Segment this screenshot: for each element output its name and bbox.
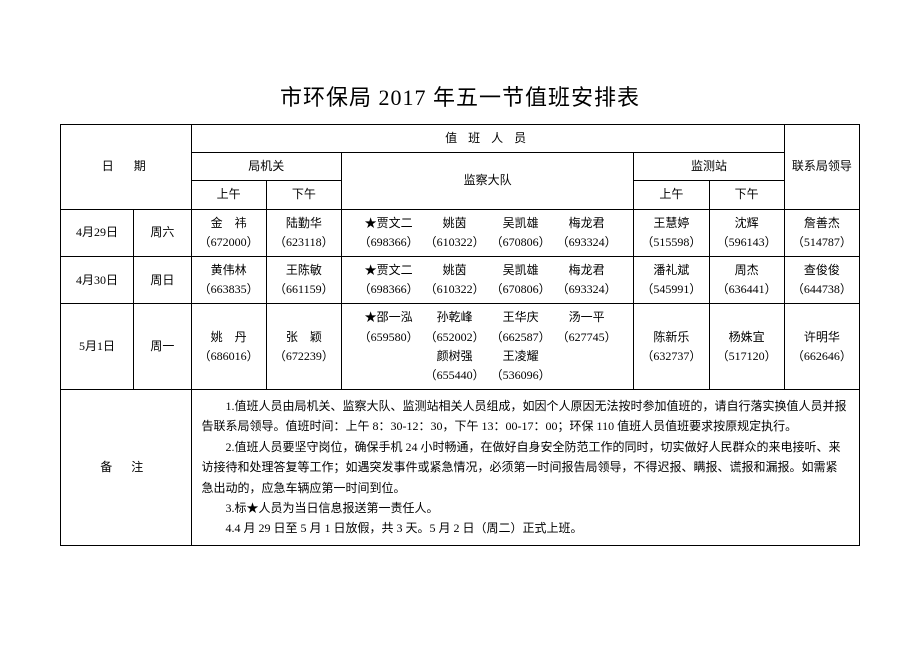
header-bureau-pm: 下午 [266, 181, 341, 209]
squad-person: ★贾文二（698366） [359, 214, 419, 252]
bureau-pm-cell: 张 颖（672239） [266, 304, 341, 390]
page-title: 市环保局 2017 年五一节值班安排表 [60, 80, 860, 112]
squad-person: 孙乾峰（652002） [425, 308, 485, 346]
note-line: 4.4 月 29 日至 5 月 1 日放假，共 3 天。5 月 2 日（周二）正… [202, 518, 849, 538]
station-am-cell: 潘礼斌（545991） [634, 256, 709, 303]
squad-cell: ★贾文二（698366）姚茵（610322）吴凯雄（670806）梅龙君（693… [341, 209, 633, 256]
header-station-am: 上午 [634, 181, 709, 209]
weekday-cell: 周六 [134, 209, 191, 256]
table-body: 4月29日周六金 祎（672000）陆勤华（623118）★贾文二（698366… [61, 209, 860, 390]
station-pm-cell: 沈辉（596143） [709, 209, 784, 256]
station-pm-cell: 周杰（636441） [709, 256, 784, 303]
note-line: 2.值班人员要坚守岗位，确保手机 24 小时畅通，在做好自身安全防范工作的同时，… [202, 437, 849, 498]
bureau-pm-cell: 陆勤华（623118） [266, 209, 341, 256]
squad-person: 吴凯雄（670806） [491, 261, 551, 299]
squad-person: 王华庆（662587） [491, 308, 551, 346]
header-leader: 联系局领导 [784, 125, 859, 210]
header-bureau: 局机关 [191, 153, 341, 181]
date-cell: 5月1日 [61, 304, 134, 390]
date-cell: 4月30日 [61, 256, 134, 303]
table-row: 4月29日周六金 祎（672000）陆勤华（623118）★贾文二（698366… [61, 209, 860, 256]
header-station-pm: 下午 [709, 181, 784, 209]
header-squad: 监察大队 [341, 153, 633, 209]
leader-cell: 詹善杰（514787） [784, 209, 859, 256]
schedule-table: 日 期 值 班 人 员 联系局领导 局机关 监察大队 监测站 上午 下午 上午 … [60, 124, 860, 546]
squad-person: 姚茵（610322） [425, 261, 485, 299]
bureau-am-cell: 姚 丹（686016） [191, 304, 266, 390]
header-date: 日 期 [61, 125, 192, 210]
station-pm-cell: 杨姝宜（517120） [709, 304, 784, 390]
notes-content: 1.值班人员由局机关、监察大队、监测站相关人员组成，如因个人原因无法按时参加值班… [191, 390, 859, 546]
date-cell: 4月29日 [61, 209, 134, 256]
header-bureau-am: 上午 [191, 181, 266, 209]
squad-person: 颜树强（655440） [425, 347, 485, 385]
bureau-pm-cell: 王陈敏（661159） [266, 256, 341, 303]
bureau-am-cell: 金 祎（672000） [191, 209, 266, 256]
squad-cell: ★贾文二（698366）姚茵（610322）吴凯雄（670806）梅龙君（693… [341, 256, 633, 303]
squad-person: 梅龙君（693324） [557, 261, 617, 299]
squad-cell: ★邵一泓（659580）孙乾峰（652002）王华庆（662587）汤一平（62… [341, 304, 633, 390]
squad-person: ★邵一泓（659580） [359, 308, 419, 346]
table-row: 5月1日周一姚 丹（686016）张 颖（672239）★邵一泓（659580）… [61, 304, 860, 390]
leader-cell: 许明华（662646） [784, 304, 859, 390]
squad-person: 姚茵（610322） [425, 214, 485, 252]
bureau-am-cell: 黄伟林（663835） [191, 256, 266, 303]
station-am-cell: 王慧婷（515598） [634, 209, 709, 256]
note-line: 3.标★人员为当日信息报送第一责任人。 [202, 498, 849, 518]
leader-cell: 查俊俊（644738） [784, 256, 859, 303]
squad-person: 梅龙君（693324） [557, 214, 617, 252]
weekday-cell: 周日 [134, 256, 191, 303]
squad-person: 汤一平（627745） [557, 308, 617, 346]
weekday-cell: 周一 [134, 304, 191, 390]
header-station: 监测站 [634, 153, 784, 181]
squad-person: 吴凯雄（670806） [491, 214, 551, 252]
header-staff: 值 班 人 员 [191, 125, 784, 153]
squad-person: ★贾文二（698366） [359, 261, 419, 299]
note-line: 1.值班人员由局机关、监察大队、监测站相关人员组成，如因个人原因无法按时参加值班… [202, 396, 849, 437]
table-row: 4月30日周日黄伟林（663835）王陈敏（661159）★贾文二（698366… [61, 256, 860, 303]
station-am-cell: 陈新乐（632737） [634, 304, 709, 390]
notes-label: 备 注 [61, 390, 192, 546]
squad-person: 王凌耀（536096） [491, 347, 551, 385]
